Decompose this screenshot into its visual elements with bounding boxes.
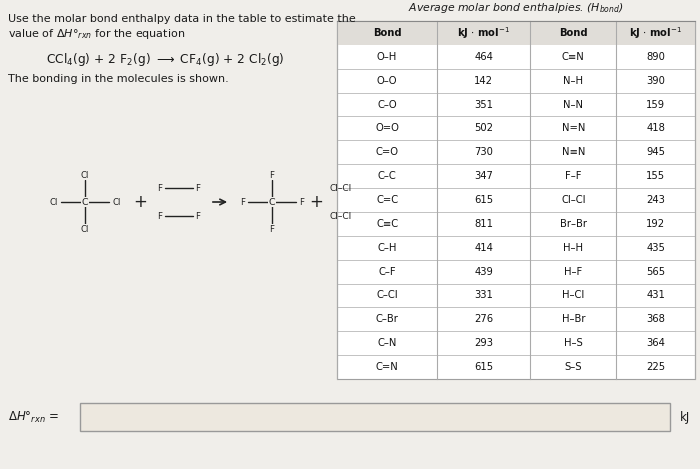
Text: 439: 439 — [475, 266, 493, 277]
Text: Cl: Cl — [80, 225, 89, 234]
Text: Average molar bond enthalpies. ($H_{bond}$): Average molar bond enthalpies. ($H_{bond… — [408, 1, 624, 15]
Text: 347: 347 — [475, 171, 493, 181]
Text: H–S: H–S — [564, 338, 582, 348]
Text: 464: 464 — [475, 52, 493, 62]
Text: 565: 565 — [646, 266, 665, 277]
Text: C–F: C–F — [378, 266, 396, 277]
Bar — [337, 21, 695, 45]
Text: C≡N: C≡N — [562, 52, 584, 62]
Text: 435: 435 — [646, 243, 665, 253]
Text: F: F — [240, 197, 245, 206]
Text: CCl$_4$(g) + 2 F$_2$(g) $\longrightarrow$ CF$_4$(g) + 2 Cl$_2$(g): CCl$_4$(g) + 2 F$_2$(g) $\longrightarrow… — [46, 51, 284, 68]
Text: 159: 159 — [646, 99, 665, 110]
Text: 811: 811 — [475, 219, 493, 229]
Text: kJ $\cdot$ mol$^{-1}$: kJ $\cdot$ mol$^{-1}$ — [457, 25, 510, 41]
Bar — [337, 21, 695, 379]
Text: 364: 364 — [646, 338, 665, 348]
Text: C: C — [82, 197, 88, 206]
Text: 142: 142 — [475, 76, 493, 86]
Text: 418: 418 — [646, 123, 665, 133]
Text: kJ: kJ — [680, 410, 690, 424]
Text: 414: 414 — [475, 243, 493, 253]
Text: F: F — [299, 197, 304, 206]
Text: 351: 351 — [475, 99, 493, 110]
Text: +: + — [133, 193, 147, 211]
Text: Use the molar bond enthalpy data in the table to estimate the: Use the molar bond enthalpy data in the … — [8, 14, 356, 24]
Text: C–C: C–C — [378, 171, 396, 181]
Text: 502: 502 — [475, 123, 493, 133]
Text: N–N: N–N — [564, 99, 583, 110]
Text: Cl: Cl — [80, 171, 89, 180]
Text: F–F: F–F — [565, 171, 582, 181]
Text: N–H: N–H — [564, 76, 583, 86]
Text: $\Delta H°_{\mathit{rxn}}$ =: $\Delta H°_{\mathit{rxn}}$ = — [8, 409, 59, 424]
Text: F: F — [158, 183, 162, 192]
Text: C–H: C–H — [377, 243, 397, 253]
Text: C≡C: C≡C — [376, 219, 398, 229]
Text: C–O: C–O — [377, 99, 397, 110]
Text: F: F — [195, 212, 200, 220]
Text: H–F: H–F — [564, 266, 582, 277]
Text: 945: 945 — [646, 147, 665, 157]
Text: 155: 155 — [646, 171, 665, 181]
Text: 243: 243 — [646, 195, 665, 205]
Text: C=O: C=O — [376, 147, 398, 157]
Text: +: + — [309, 193, 323, 211]
Text: 293: 293 — [475, 338, 493, 348]
Text: S–S: S–S — [564, 362, 582, 372]
Text: N=N: N=N — [561, 123, 585, 133]
Text: Cl–Cl: Cl–Cl — [330, 212, 352, 220]
Text: 390: 390 — [646, 76, 665, 86]
Text: 368: 368 — [646, 314, 665, 325]
Text: 431: 431 — [646, 290, 665, 301]
Text: Cl–Cl: Cl–Cl — [330, 183, 352, 192]
Text: O–O: O–O — [377, 76, 398, 86]
Text: 730: 730 — [475, 147, 493, 157]
Text: C=N: C=N — [376, 362, 398, 372]
Text: N≡N: N≡N — [561, 147, 585, 157]
Text: Cl: Cl — [112, 197, 120, 206]
Text: Bond: Bond — [559, 28, 587, 38]
Text: Cl–Cl: Cl–Cl — [561, 195, 585, 205]
Text: F: F — [270, 171, 274, 180]
Text: 192: 192 — [646, 219, 665, 229]
Text: Br–Br: Br–Br — [560, 219, 587, 229]
Text: C: C — [269, 197, 275, 206]
Text: 615: 615 — [474, 195, 494, 205]
Text: Cl: Cl — [50, 197, 58, 206]
Text: O=O: O=O — [375, 123, 399, 133]
Text: 331: 331 — [475, 290, 493, 301]
Text: Bond: Bond — [373, 28, 401, 38]
Text: C–Cl: C–Cl — [377, 290, 398, 301]
Text: F: F — [158, 212, 162, 220]
Text: C=C: C=C — [376, 195, 398, 205]
Text: F: F — [195, 183, 200, 192]
Text: C–N: C–N — [377, 338, 397, 348]
Text: H–Cl: H–Cl — [562, 290, 584, 301]
Text: F: F — [270, 225, 274, 234]
Bar — [80, 403, 670, 431]
Text: 615: 615 — [474, 362, 494, 372]
Text: 225: 225 — [646, 362, 665, 372]
Text: The bonding in the molecules is shown.: The bonding in the molecules is shown. — [8, 74, 229, 84]
Text: 890: 890 — [646, 52, 665, 62]
Text: H–H: H–H — [564, 243, 583, 253]
Text: kJ $\cdot$ mol$^{-1}$: kJ $\cdot$ mol$^{-1}$ — [629, 25, 682, 41]
Text: 276: 276 — [474, 314, 494, 325]
Text: O–H: O–H — [377, 52, 397, 62]
Text: C–Br: C–Br — [376, 314, 398, 325]
Text: value of $\Delta H°_{\mathit{rxn}}$ for the equation: value of $\Delta H°_{\mathit{rxn}}$ for … — [8, 27, 186, 41]
Text: H–Br: H–Br — [561, 314, 585, 325]
